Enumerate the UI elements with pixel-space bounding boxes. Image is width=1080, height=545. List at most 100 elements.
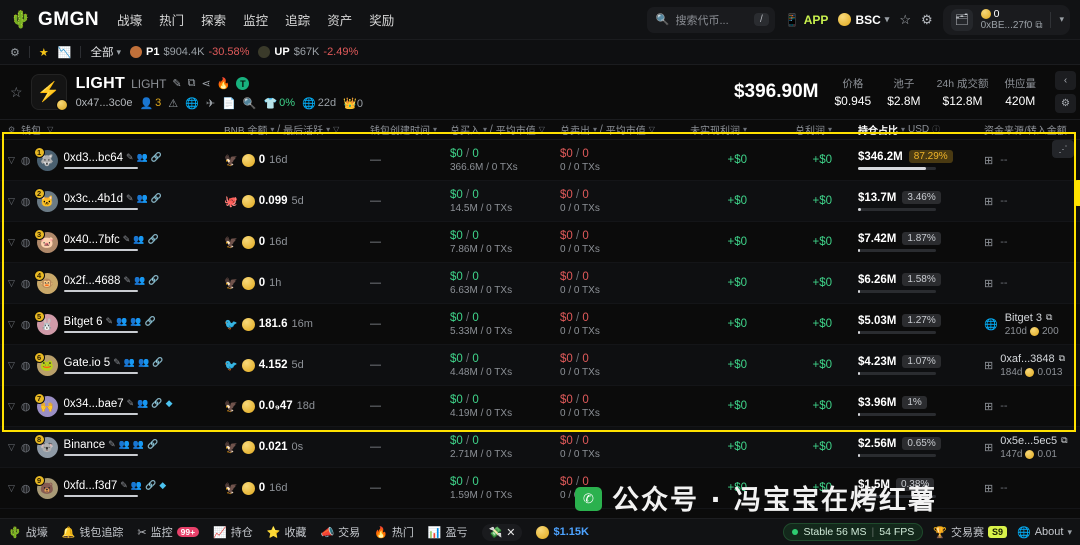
app-download-button[interactable]: 📱 APP [785, 13, 829, 27]
filter-icon[interactable]: ▽ [8, 236, 15, 247]
nav-item-trending[interactable]: 热门 [159, 14, 185, 28]
star-icon[interactable]: ★ [38, 46, 49, 59]
wallet-name[interactable]: 0x3c...4b1d [63, 192, 123, 205]
copy-icon[interactable]: ⧉ [1046, 312, 1053, 322]
scope-dropdown[interactable]: 全部 ▾ [90, 44, 121, 60]
analytics-icon[interactable]: ◍ [20, 482, 31, 495]
analytics-icon[interactable]: ◍ [20, 236, 31, 249]
favorites-star-icon[interactable]: ☆ [899, 11, 911, 27]
table-row[interactable]: ▽ ◍ 🐵 4 0x2f...4688 ✎ 👥 🔗 🦅 0 1h — [0, 263, 1080, 304]
filter-icon[interactable]: ▽ [8, 195, 15, 206]
filter-settings-icon[interactable]: ⚙ [10, 46, 20, 59]
table-row[interactable]: ▽ ◍ 🐱 2 0x3c...4b1d ✎ 👥 🔗 🐙 0.099 5d — [0, 181, 1080, 222]
table-row[interactable]: ▽ ◍ 🐰 5 Bitget 6 ✎ 👥 👥 🔗 🐦 181.6 16m — [0, 304, 1080, 345]
source-name[interactable]: Bitget 3 [1004, 311, 1043, 324]
add-contact-icon[interactable]: 👥 [133, 275, 146, 285]
add-contact-icon[interactable]: 👥 [136, 193, 148, 203]
table-row[interactable]: ▽ ◍ 🐨 8 Binance ✎ 👥 👥 🔗 🦅 0.021 0s — [0, 427, 1080, 468]
edit-pencil-icon[interactable]: ✎ [108, 439, 116, 449]
contact-icon[interactable]: 👥 [123, 357, 135, 367]
share-icon[interactable]: ⋖ [201, 78, 211, 90]
wallet-name[interactable]: 0x2f...4688 [63, 274, 121, 287]
wallet-name[interactable]: 0xd3...bc64 [63, 151, 123, 164]
link-icon[interactable]: 🔗 [147, 234, 159, 244]
add-contact-icon[interactable]: 👥 [136, 152, 148, 162]
wallet-name[interactable]: Bitget 6 [63, 315, 103, 328]
nav-item-explore[interactable]: 探索 [201, 14, 227, 28]
bottom-item-monitor[interactable]: ✂ 监控 99+ [137, 524, 200, 540]
collapse-panel-button[interactable]: ‹ [1055, 71, 1076, 90]
analytics-icon[interactable]: ◍ [20, 195, 31, 208]
header-created[interactable]: 钱包创建时间 ▾ [340, 122, 450, 137]
link-icon[interactable]: 🔗 [150, 193, 162, 203]
wallet-name[interactable]: Binance [63, 438, 106, 451]
add-contact-icon[interactable]: 👥 [130, 316, 142, 326]
filter-icon[interactable]: ▽ [8, 359, 15, 370]
document-icon[interactable]: 📄 [222, 97, 236, 110]
balance-amount-group[interactable]: $1.15K [536, 525, 589, 539]
table-row[interactable]: ▽ ◍ 🐸 6 Gate.io 5 ✎ 👥 👥 🔗 🐦 4.152 5d — [0, 345, 1080, 386]
filter-icon[interactable]: ▽ [8, 277, 15, 288]
chain-selector[interactable]: BSC ▾ [838, 13, 889, 27]
diamond-icon[interactable]: ◆ [165, 398, 173, 408]
filter-icon[interactable]: ▽ [8, 400, 15, 411]
analytics-icon[interactable]: ◍ [20, 318, 31, 331]
edit-pencil-icon[interactable]: ✎ [120, 480, 128, 490]
edit-pencil-icon[interactable]: ✎ [172, 78, 182, 90]
bottom-item-wallet-track[interactable]: 🔔 钱包追踪 [62, 524, 124, 540]
analytics-icon[interactable]: ◍ [20, 400, 31, 413]
wallet-name[interactable]: 0x34...bae7 [63, 397, 124, 410]
add-contact-icon[interactable]: 👥 [137, 398, 149, 408]
panel-settings-icon[interactable]: ⚙ [1055, 94, 1076, 113]
edit-pencil-icon[interactable]: ✎ [105, 316, 114, 326]
bottom-item-trending[interactable]: 🔥 热门 [374, 524, 414, 540]
wallet-in-icon[interactable]: ⊞ [984, 482, 994, 495]
header-total-pnl[interactable]: 总利润 ▾ [765, 122, 850, 137]
header-balance[interactable]: BNB 余额 ▾ / 最后活跃 ▾ ▽ [224, 124, 340, 137]
header-holding-pct[interactable]: 持仓占比 ▾ USD ⓘ [850, 122, 970, 137]
wallet-chevron-down-icon[interactable]: ▾ [1059, 14, 1064, 24]
filter-icon[interactable]: ▽ [648, 125, 655, 134]
link-icon[interactable]: 🔗 [144, 316, 156, 326]
table-row[interactable]: ▽ ◍ 🐻 9 0xfd...f3d7 ✎ 👥 🔗 ◆ 🦅 0 16d — [0, 468, 1080, 509]
link-icon[interactable]: 🔗 [152, 357, 164, 367]
wallet-in-icon[interactable]: ⊞ [984, 359, 994, 372]
link-icon[interactable]: 🔗 [147, 439, 159, 449]
bottom-item-trenches[interactable]: 🌵 战壕 [8, 524, 48, 540]
edit-pencil-icon[interactable]: ✎ [126, 152, 134, 162]
link-icon[interactable]: 🔗 [145, 480, 157, 490]
nav-item-track[interactable]: 追踪 [285, 14, 311, 28]
contest-link[interactable]: 🏆 交易赛 S9 [933, 524, 1008, 540]
wallet-in-icon[interactable]: ⊞ [984, 400, 994, 413]
search-icon[interactable]: 🔍 [242, 97, 257, 110]
nav-item-rewards[interactable]: 奖励 [369, 14, 395, 28]
wallet-in-icon[interactable]: ⊞ [984, 154, 994, 167]
contact-icon[interactable]: 👥 [118, 439, 130, 449]
settings-gear-icon[interactable]: ⚙ [920, 11, 933, 27]
wallet-name[interactable]: Gate.io 5 [63, 356, 111, 369]
analytics-icon[interactable]: ◍ [20, 441, 31, 454]
contact-icon[interactable]: 👥 [116, 316, 128, 326]
link-icon[interactable]: 🔗 [148, 275, 160, 285]
filter-icon[interactable]: ▽ [8, 318, 15, 329]
wallet-name[interactable]: 0xfd...f3d7 [63, 479, 118, 492]
header-source[interactable]: 资金来源/转入金额 [970, 122, 1080, 137]
wallet-in-icon[interactable]: ⊞ [984, 236, 994, 249]
analytics-icon[interactable]: ◍ [20, 277, 31, 290]
bottom-item-trade[interactable]: 📣 交易 [320, 524, 360, 540]
filter-icon[interactable]: ▽ [8, 154, 15, 165]
link-icon[interactable]: 🔗 [150, 152, 162, 162]
copy-icon[interactable]: ⧉ [1061, 435, 1068, 445]
about-menu[interactable]: 🌐 About ▾ [1017, 526, 1072, 539]
globe-icon[interactable]: 🌐 [984, 318, 998, 331]
add-contact-icon[interactable]: 👥 [132, 439, 145, 449]
edit-pencil-icon[interactable]: ✎ [122, 234, 131, 244]
analytics-icon[interactable]: ◍ [20, 359, 31, 372]
edit-pencil-icon[interactable]: ✎ [123, 275, 131, 285]
table-row[interactable]: ▽ ◍ 🐷 3 0x40...7bfc ✎ 👥 🔗 🦅 0 16d — [0, 222, 1080, 263]
filter-icon[interactable]: ▽ [47, 125, 54, 134]
table-row[interactable]: ▽ ◍ 🐺 1 0xd3...bc64 ✎ 👥 🔗 🦅 0 16d — [0, 140, 1080, 181]
copy-icon[interactable]: ⧉ [1058, 353, 1066, 363]
header-total-sell[interactable]: 总卖出 ▾ / 平均市值 ▽ [560, 124, 655, 137]
search-input[interactable]: 🔍 搜索代币... / [646, 6, 775, 33]
